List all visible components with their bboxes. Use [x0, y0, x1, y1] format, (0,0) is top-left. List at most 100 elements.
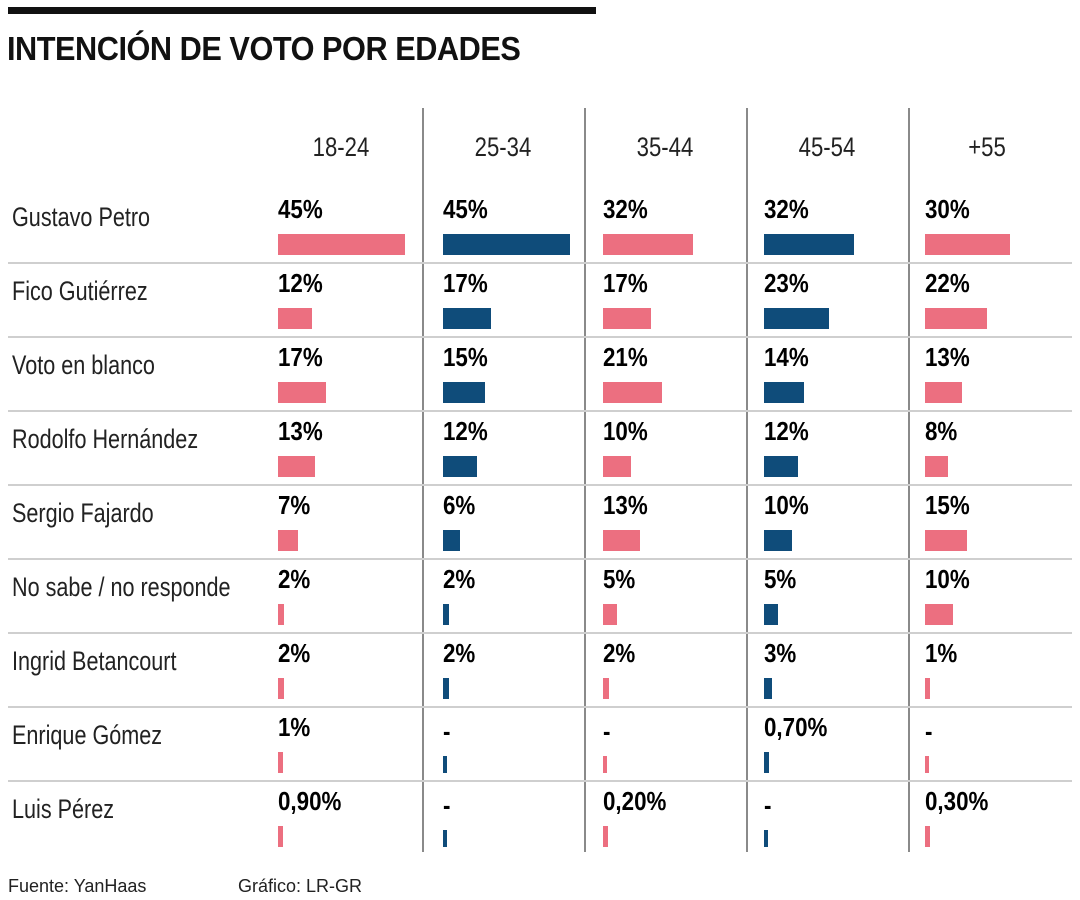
row-label: Sergio Fajardo [12, 498, 154, 528]
value-label: 2% [443, 638, 476, 668]
bar [278, 382, 326, 403]
bar [443, 830, 447, 847]
bar [443, 678, 449, 699]
value-label: 10% [764, 490, 809, 520]
bar [443, 234, 570, 255]
value-label: 0,70% [764, 712, 828, 742]
bar [278, 456, 315, 477]
bar [443, 308, 491, 329]
value-label: 13% [603, 490, 648, 520]
value-label: 1% [925, 638, 958, 668]
row-divider [8, 336, 1072, 338]
value-label: 21% [603, 342, 648, 372]
bar [764, 752, 769, 773]
bar [925, 604, 953, 625]
bar [603, 382, 662, 403]
value-label: 0,30% [925, 786, 989, 816]
value-label: 15% [925, 490, 970, 520]
value-label: 17% [603, 268, 648, 298]
value-label: 5% [603, 564, 636, 594]
row-divider [8, 706, 1072, 708]
value-label: - [443, 790, 451, 820]
bar [603, 678, 609, 699]
bar [764, 456, 798, 477]
bar [603, 530, 640, 551]
value-label: 32% [764, 194, 809, 224]
row-label: No sabe / no responde [12, 572, 231, 602]
bar [764, 234, 854, 255]
bar [603, 308, 651, 329]
value-label: - [925, 716, 933, 746]
bar [603, 826, 608, 847]
bar [278, 752, 283, 773]
column-header: 18-24 [312, 132, 370, 162]
value-label: 7% [278, 490, 311, 520]
value-label: 1% [278, 712, 311, 742]
bar [278, 308, 312, 329]
bar [278, 530, 298, 551]
row-divider [8, 484, 1072, 486]
footer-source: Fuente: YanHaas [8, 876, 147, 896]
footer-credit: Gráfico: LR-GR [238, 876, 363, 896]
row-label: Luis Pérez [12, 794, 115, 824]
value-label: - [764, 790, 772, 820]
column-header: 35-44 [636, 132, 694, 162]
value-label: 2% [603, 638, 636, 668]
bar [925, 234, 1010, 255]
column-header: 45-54 [798, 132, 856, 162]
value-label: 32% [603, 194, 648, 224]
value-label: 5% [764, 564, 797, 594]
bar [443, 456, 477, 477]
bar [764, 382, 804, 403]
bar [764, 604, 778, 625]
row-divider [8, 410, 1072, 412]
value-label: 2% [443, 564, 476, 594]
bar [443, 756, 447, 773]
bar [603, 604, 617, 625]
bar [764, 530, 792, 551]
value-label: 13% [925, 342, 970, 372]
bar [443, 530, 460, 551]
row-label: Fico Gutiérrez [12, 276, 148, 306]
value-label: 45% [443, 194, 488, 224]
value-label: 6% [443, 490, 476, 520]
bar [925, 382, 962, 403]
row-divider [8, 632, 1072, 634]
bar [603, 234, 693, 255]
column-divider [746, 108, 748, 852]
value-label: 13% [278, 416, 323, 446]
value-label: 2% [278, 638, 311, 668]
value-label: 12% [764, 416, 809, 446]
bar [603, 456, 631, 477]
column-divider [422, 108, 424, 852]
value-label: 17% [278, 342, 323, 372]
value-label: 17% [443, 268, 488, 298]
row-label: Ingrid Betancourt [12, 646, 177, 676]
column-divider [908, 108, 910, 852]
row-label: Gustavo Petro [12, 202, 151, 232]
bar [764, 678, 772, 699]
value-label: 22% [925, 268, 970, 298]
value-label: - [603, 716, 611, 746]
bar [925, 826, 930, 847]
chart-title: INTENCIÓN DE VOTO POR EDADES [7, 30, 521, 67]
value-label: 3% [764, 638, 797, 668]
bar [603, 756, 607, 773]
value-label: - [443, 716, 451, 746]
bar [764, 830, 768, 847]
value-label: 30% [925, 194, 970, 224]
bar [764, 308, 829, 329]
column-header: +55 [968, 132, 1006, 162]
value-label: 15% [443, 342, 488, 372]
value-label: 12% [278, 268, 323, 298]
bar [925, 308, 987, 329]
row-divider [8, 780, 1072, 782]
row-label: Rodolfo Hernández [12, 424, 199, 454]
value-label: 14% [764, 342, 809, 372]
bar [443, 604, 449, 625]
value-label: 0,90% [278, 786, 342, 816]
bar [443, 382, 485, 403]
bar [278, 678, 284, 699]
title-rule [8, 7, 596, 14]
bar [925, 756, 929, 773]
